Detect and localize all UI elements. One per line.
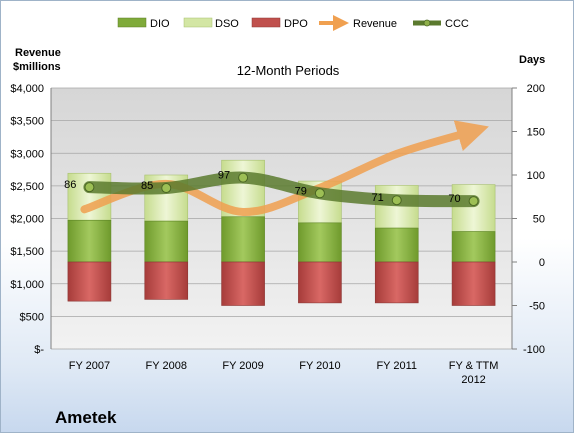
bar-dio xyxy=(144,220,189,263)
ccc-line xyxy=(83,171,480,208)
right-tick-label: 50 xyxy=(533,214,545,226)
left-axis-ticks: $- $500 $1,000 $1,500 $2,000 $2,500 $3,000 $3,5… xyxy=(10,83,44,356)
right-axis-ticks: -100 -50 0 50 100 150 200 xyxy=(512,83,545,356)
bar-dio xyxy=(374,227,419,263)
category-labels: FY 2007 FY 2008 FY 2009 FY 2010 FY 2011 FY & … xyxy=(69,360,499,386)
bar-dio xyxy=(298,222,342,263)
right-tick-label: 150 xyxy=(527,127,545,139)
ccc-point xyxy=(391,195,402,206)
left-tick-label: $500 xyxy=(20,311,44,323)
left-tick-label: $3,000 xyxy=(10,148,44,160)
legend-label-dio: DIO xyxy=(150,18,170,30)
legend-item-ccc: CCC xyxy=(413,18,469,30)
bar-dpo xyxy=(67,261,112,302)
company-name: Ametek xyxy=(55,408,117,427)
left-tick-label: $2,000 xyxy=(10,214,44,226)
ccc-point xyxy=(238,172,249,183)
category-label: FY 2009 xyxy=(222,360,263,372)
left-tick-label: $3,500 xyxy=(10,116,44,128)
category-label: FY 2008 xyxy=(146,360,187,372)
bars xyxy=(67,159,496,306)
right-tick-label: -100 xyxy=(523,344,545,356)
ccc-series: 86 85 97 79 71 70 xyxy=(64,170,480,208)
right-tick-label: 0 xyxy=(539,257,545,269)
legend-label-ccc: CCC xyxy=(445,18,469,30)
category-label: FY 2011 xyxy=(376,360,417,372)
right-tick-label: 200 xyxy=(527,83,545,95)
ccc-data-label: 79 xyxy=(295,185,307,197)
legend-item-dpo: DPO xyxy=(251,17,308,30)
bar-dio xyxy=(221,216,265,263)
right-tick-label: -50 xyxy=(529,301,545,313)
left-tick-label: $4,000 xyxy=(10,83,44,95)
ccc-data-label: 71 xyxy=(372,192,384,204)
left-tick-label: $1,500 xyxy=(10,246,44,258)
ccc-data-label: 85 xyxy=(141,180,153,192)
ccc-point xyxy=(314,188,325,199)
legend-item-dso: DSO xyxy=(183,17,239,30)
legend-label-revenue: Revenue xyxy=(353,18,397,30)
legend-label-dpo: DPO xyxy=(284,18,308,30)
left-tick-label: $2,500 xyxy=(10,181,44,193)
bar-dio xyxy=(451,231,496,263)
left-axis-title-line2: $millions xyxy=(13,61,61,73)
category-label: 2012 xyxy=(461,374,485,386)
legend-item-dio: DIO xyxy=(117,17,170,30)
ccc-data-label: 97 xyxy=(218,170,230,182)
bar-dpo xyxy=(221,261,265,306)
chart-title: 12-Month Periods xyxy=(237,63,340,78)
bar-dio xyxy=(67,219,112,263)
bar-dpo xyxy=(451,261,496,306)
right-axis-title: Days xyxy=(519,54,545,66)
legend-item-revenue: Revenue xyxy=(319,15,397,31)
bar-dpo xyxy=(144,261,189,300)
ccc-data-label: 86 xyxy=(64,179,76,191)
left-axis-title-line1: Revenue xyxy=(15,47,61,59)
ccc-point xyxy=(468,196,479,207)
bar-dpo xyxy=(298,261,342,304)
legend-label-dso: DSO xyxy=(215,18,239,30)
left-tick-label: $- xyxy=(34,344,44,356)
ccc-point xyxy=(161,183,172,194)
ccc-data-label: 70 xyxy=(448,193,460,205)
category-label: FY & TTM xyxy=(449,360,499,372)
bar-dpo xyxy=(374,261,419,304)
ccc-point xyxy=(84,182,95,193)
bar-dso xyxy=(374,185,419,229)
category-label: FY 2010 xyxy=(299,360,340,372)
left-tick-label: $1,000 xyxy=(10,279,44,291)
right-tick-label: 100 xyxy=(527,170,545,182)
bar-dso xyxy=(451,184,496,232)
category-label: FY 2007 xyxy=(69,360,110,372)
bar-dso xyxy=(67,172,112,221)
legend: DIO DSO DPO Revenue CCC xyxy=(117,15,469,31)
